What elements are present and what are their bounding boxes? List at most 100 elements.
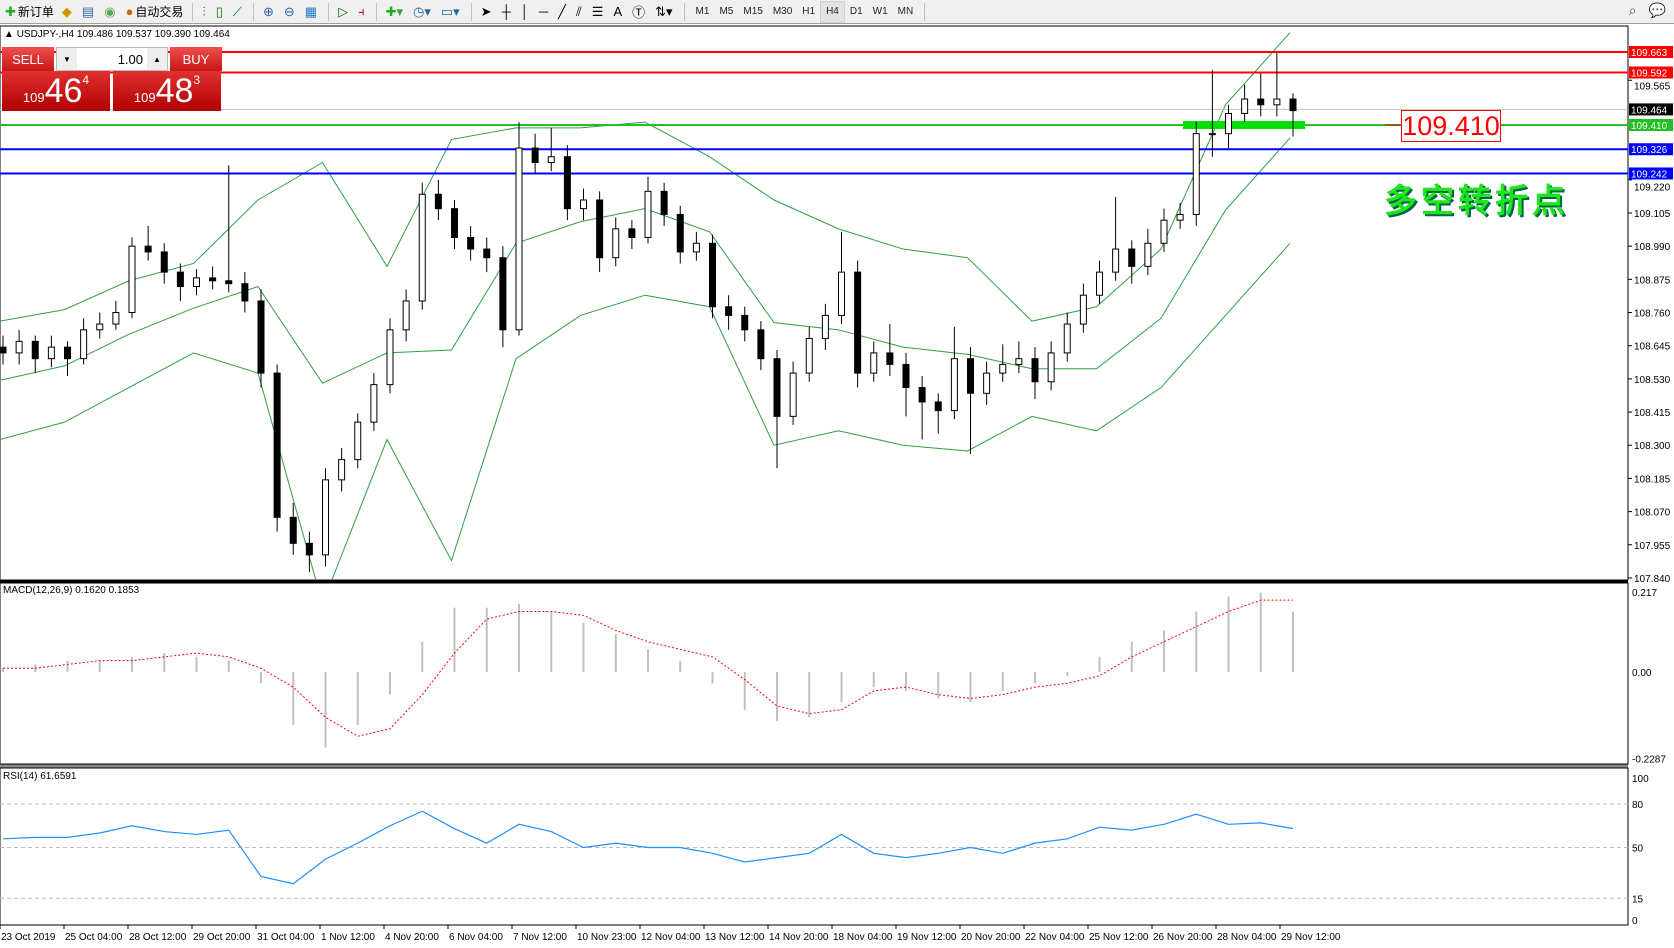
new-order-label: 新订单 (17, 5, 54, 19)
buy-price[interactable]: 109 48 3 (113, 71, 221, 111)
new-order-button[interactable]: ✚ 新订单 (2, 1, 57, 23)
candle-body (338, 459, 346, 481)
timeframe-w1[interactable]: W1 (872, 6, 888, 17)
market-watch-button[interactable]: ◆ (59, 1, 77, 23)
auto-trading-icon: ● (125, 4, 134, 19)
candle-body (854, 271, 862, 374)
pivot-level-label[interactable]: 109.410 (1401, 110, 1501, 142)
sell-button[interactable]: SELL (2, 47, 54, 71)
buy-button[interactable]: BUY (170, 47, 222, 71)
candle-body (1241, 98, 1249, 114)
chat-icon[interactable]: 💬 (1648, 2, 1666, 18)
cursor-button[interactable]: ➤ (478, 1, 497, 23)
timeframe-m30[interactable]: M30 (772, 6, 793, 17)
rsi-axis-label: 0 (1632, 916, 1638, 927)
candle-body (64, 346, 71, 360)
text-button[interactable]: A (610, 1, 627, 23)
vertical-line-button[interactable]: │ (518, 1, 534, 23)
timeframe-h1[interactable]: H1 (802, 6, 816, 17)
candle (773, 350, 781, 469)
sell-price[interactable]: 109 46 4 (2, 71, 110, 111)
candle-body (547, 156, 555, 163)
candle-body (0, 346, 7, 354)
one-click-trading-panel: SELL ▼ 1.00 ▲ BUY 109 46 4 109 48 3 (2, 47, 222, 111)
lot-size-input[interactable]: 1.00 (117, 51, 143, 67)
candle (257, 289, 265, 388)
templates-button[interactable]: ▭▾ (438, 1, 465, 23)
timeframe-m15[interactable]: M15 (743, 6, 763, 17)
signals-button[interactable]: ◉ (101, 1, 120, 23)
arrows-icon: ⇅▾ (655, 3, 673, 19)
candle-body (467, 237, 475, 250)
price-label-bg (1629, 66, 1673, 79)
text-label-button[interactable]: Ⓣ (629, 1, 650, 23)
lot-size-stepper[interactable]: ▼ 1.00 ▲ (56, 47, 168, 71)
bollinger-middle-band (0, 137, 1291, 384)
chart-shift-button[interactable]: ⫞ (355, 1, 370, 23)
lot-decrease-button[interactable]: ▼ (57, 48, 77, 70)
candle (418, 182, 426, 310)
fibonacci-button[interactable]: ☰ (589, 1, 609, 23)
auto-scroll-button[interactable]: ▷ (335, 1, 353, 23)
price-axis-label: 108.875 (1634, 275, 1671, 286)
candle (305, 531, 313, 573)
tile-windows-icon: ▦ (304, 3, 318, 19)
candle-body (789, 372, 797, 417)
candle (596, 191, 604, 273)
candle-body (96, 323, 104, 331)
candle-body (612, 228, 620, 259)
zoom-in-button[interactable]: ⊕ (260, 1, 279, 23)
trendline-button[interactable]: ╱ (555, 1, 571, 23)
candle-body (628, 228, 636, 239)
search-icon[interactable]: ⌕ (1628, 2, 1637, 18)
candle (967, 347, 974, 454)
divider (924, 2, 926, 21)
indicators-button[interactable]: ✚▾ (383, 1, 408, 23)
timeframe-d1[interactable]: D1 (849, 6, 863, 17)
timeframe-h4[interactable]: H4 (820, 0, 845, 23)
timeframe-m5[interactable]: M5 (719, 6, 734, 17)
candle-body (902, 363, 910, 389)
arrows-button[interactable]: ⇅▾ (652, 1, 677, 23)
timeframe-m1[interactable]: M1 (695, 6, 710, 17)
candle (934, 393, 942, 434)
tile-windows-button[interactable]: ▦ (302, 1, 322, 23)
line-chart-button[interactable]: ⟋ (230, 1, 247, 23)
crosshair-button[interactable]: ┼ (499, 1, 516, 23)
equidistant-channel-button[interactable]: ⫽ (573, 1, 587, 23)
candle-body (15, 340, 23, 354)
candle (209, 266, 217, 290)
pivot-zone-bar[interactable] (1183, 120, 1305, 129)
timeframe-mn[interactable]: MN (897, 6, 914, 17)
rsi-axis-label: 50 (1632, 844, 1644, 855)
candlestick-button[interactable]: ▯ (213, 1, 228, 23)
candle (434, 179, 442, 221)
candle (1289, 93, 1297, 137)
candle (80, 318, 88, 365)
auto-trading-button[interactable]: ● 自动交易 (123, 1, 187, 23)
candle-body (1079, 294, 1087, 325)
candle-body (531, 147, 539, 163)
lot-increase-button[interactable]: ▲ (147, 48, 167, 70)
candle (580, 188, 587, 221)
horizontal-line-button[interactable]: ─ (536, 1, 553, 23)
zoom-out-button[interactable]: ⊖ (281, 1, 300, 23)
periods-button[interactable]: ◷▾ (410, 1, 436, 23)
candle-body (1208, 133, 1216, 136)
timeframe-group: M1 M5 M15 M30 H1 H4 D1 W1 MN (691, 0, 919, 23)
divider (375, 2, 377, 21)
fibonacci-icon: ☰ (591, 3, 604, 19)
candle (193, 269, 200, 296)
candle (483, 237, 491, 273)
time-axis-label: 10 Nov 23:00 (577, 932, 637, 943)
pivot-annotation-text[interactable]: 多空转折点 (1384, 181, 1569, 220)
candle-body (1289, 98, 1297, 112)
candle-body (418, 193, 426, 302)
navigator-button[interactable]: ▤ (79, 1, 99, 23)
candle-body (386, 329, 394, 386)
candle (628, 220, 636, 250)
symbol-ohlc: USDJPY-,H4 109.486 109.537 109.390 109.4… (16, 29, 230, 40)
bar-chart-button[interactable]: ⫶ (199, 1, 210, 23)
time-axis-label: 7 Nov 12:00 (513, 932, 567, 943)
